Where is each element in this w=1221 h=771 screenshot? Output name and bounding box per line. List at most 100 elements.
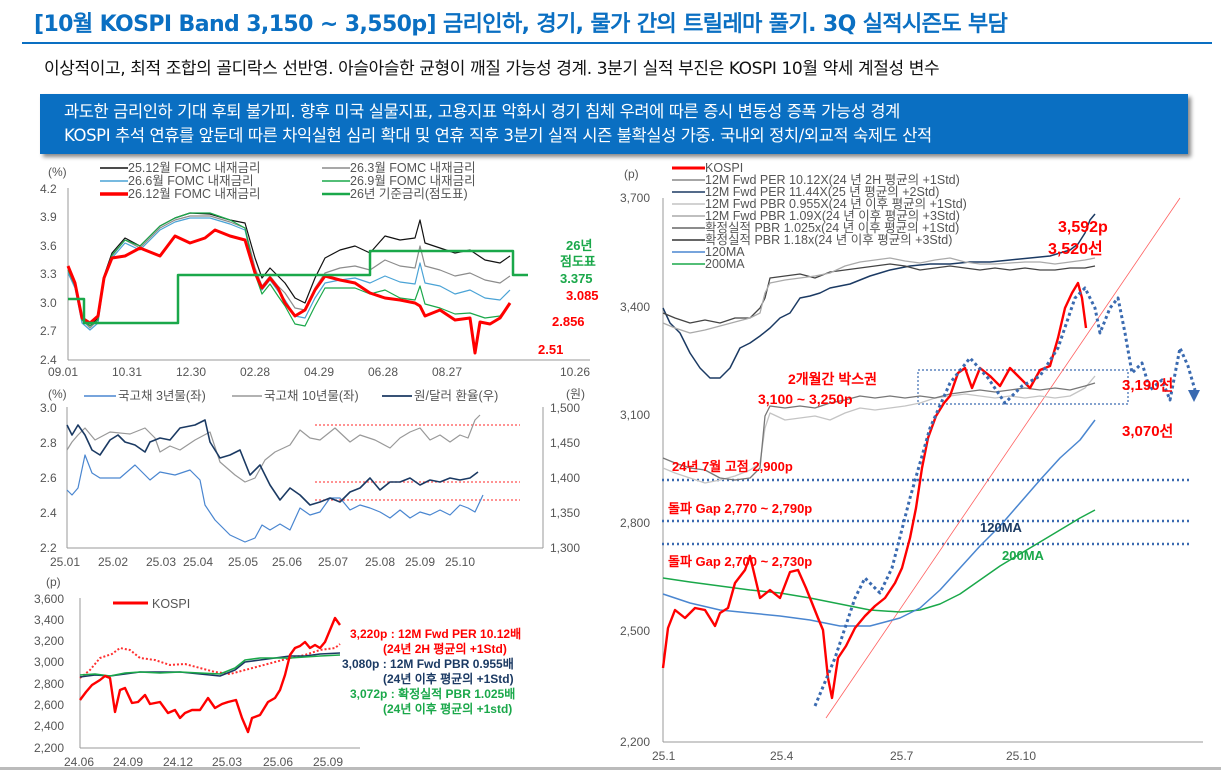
svg-text:02.28: 02.28	[240, 365, 270, 379]
svg-text:10.31: 10.31	[112, 365, 142, 379]
series-fwd-per	[79, 643, 341, 679]
legend-26-12: 26.12월 FOMC 내재금리	[128, 187, 261, 201]
title-divider	[22, 42, 1212, 44]
svg-text:3,400: 3,400	[620, 300, 650, 314]
kospi-valuation-chart: (p) KOSPI 3,600 3,400 3,200 3,000 2,800 …	[34, 575, 521, 769]
svg-text:3,072p : 확정실적 PBR 1.025배: 3,072p : 확정실적 PBR 1.025배	[350, 686, 515, 701]
bottom-divider	[0, 767, 1221, 770]
svg-text:4.2: 4.2	[40, 182, 57, 196]
svg-text:2개월간 박스권: 2개월간 박스권	[788, 371, 877, 387]
svg-text:25.04: 25.04	[183, 555, 213, 569]
svg-text:12M Fwd PBR 0.955X(24 년 이후 평균의: 12M Fwd PBR 0.955X(24 년 이후 평균의 +1Std)	[705, 197, 967, 211]
svg-text:(24년 2H 평균의 +1Std): (24년 2H 평균의 +1Std)	[383, 641, 507, 656]
svg-text:3,220p : 12M Fwd PER 10.12배: 3,220p : 12M Fwd PER 10.12배	[350, 626, 521, 641]
svg-text:3,100: 3,100	[620, 408, 650, 422]
bond-reference-lines	[315, 424, 520, 501]
svg-text:25.06: 25.06	[272, 555, 302, 569]
svg-text:120MA: 120MA	[705, 245, 745, 259]
bond-y-left: 3.0 2.8 2.6 2.4 2.2	[40, 401, 57, 555]
series-ktb-3y	[66, 454, 484, 543]
svg-text:24.06: 24.06	[64, 755, 94, 769]
legend-26-3: 26.3월 FOMC 내재금리	[350, 161, 476, 175]
valuation-x-axis: 24.06 24.09 24.12 25.03 25.06 25.09	[64, 755, 343, 769]
svg-text:25.06: 25.06	[263, 755, 293, 769]
svg-text:3,070선: 3,070선	[1122, 423, 1173, 440]
svg-text:25.08: 25.08	[365, 555, 395, 569]
svg-text:25.7: 25.7	[890, 749, 914, 763]
series-trailing-pbr	[79, 654, 341, 677]
valuation-annotations: 3,220p : 12M Fwd PER 10.12배 (24년 2H 평균의 …	[342, 626, 521, 716]
svg-text:(원): (원)	[566, 387, 585, 401]
series-kospi-big	[661, 281, 1088, 700]
series-pbr-0-955	[662, 375, 1096, 484]
svg-text:25.1: 25.1	[652, 749, 676, 763]
outlook-y-axis: 3,700 3,400 3,100 2,800 2,500 2,200	[620, 191, 650, 749]
svg-text:3,592p: 3,592p	[1058, 219, 1108, 236]
series-kospi-small	[79, 616, 341, 734]
svg-text:3.3: 3.3	[40, 267, 57, 281]
svg-text:2,800: 2,800	[34, 677, 64, 691]
summary-callout: 과도한 금리인하 기대 후퇴 불가피. 향후 미국 실물지표, 고용지표 악화시…	[40, 94, 1188, 154]
svg-text:원/달러 환율(우): 원/달러 환율(우)	[414, 389, 498, 403]
svg-text:25.01: 25.01	[50, 555, 80, 569]
svg-text:3.9: 3.9	[40, 210, 57, 224]
svg-text:24년 7월 고점 2,900p: 24년 7월 고점 2,900p	[672, 459, 793, 474]
svg-text:06.28: 06.28	[368, 365, 398, 379]
svg-text:12M Fwd PER 10.12X(24 년 2H 평균의: 12M Fwd PER 10.12X(24 년 2H 평균의 +1Std)	[705, 173, 960, 187]
fomc-y-unit: (%)	[48, 165, 67, 179]
svg-text:25.10: 25.10	[445, 555, 475, 569]
series-200ma	[662, 509, 1096, 613]
fomc-x-axis: 09.01 10.31 12.30 02.28 04.29 06.28 08.2…	[48, 359, 590, 379]
bond-x-axis: 25.01 25.02 25.03 25.04 25.05 25.06 25.0…	[50, 555, 475, 569]
svg-text:2.7: 2.7	[40, 324, 57, 338]
svg-text:국고채 3년물(좌): 국고채 3년물(좌)	[118, 389, 206, 403]
svg-text:12.30: 12.30	[176, 365, 206, 379]
svg-text:12M Fwd PER 11.44X(25 년 평균의 +2: 12M Fwd PER 11.44X(25 년 평균의 +2Std)	[705, 185, 939, 199]
series-ktb-10y	[66, 414, 481, 483]
svg-text:25.02: 25.02	[98, 555, 128, 569]
svg-text:3,700: 3,700	[620, 191, 650, 205]
svg-text:점도표: 점도표	[560, 254, 596, 269]
svg-text:1,500: 1,500	[550, 401, 580, 415]
callout-line-1: 과도한 금리인하 기대 후퇴 불가피. 향후 미국 실물지표, 고용지표 악화시…	[64, 102, 900, 121]
legend-26-6: 26.6월 FOMC 내재금리	[128, 174, 254, 188]
series-forecast-path	[813, 286, 1197, 707]
svg-text:2,200: 2,200	[620, 735, 650, 749]
series-usdkrw	[66, 419, 479, 506]
bond-series	[66, 414, 484, 543]
svg-text:(p): (p)	[624, 167, 639, 181]
page-title: [10월 KOSPI Band 3,150 ~ 3,550p] 금리인하, 경기…	[34, 12, 1008, 37]
svg-text:25.03: 25.03	[146, 555, 176, 569]
series-trailing-1-025	[662, 382, 1096, 481]
svg-text:3,100 ~ 3,250p: 3,100 ~ 3,250p	[758, 391, 853, 407]
bond-fx-chart: (%) (원) 국고채 3년물(좌) 국고채 10년물(좌) 원/달러 환율(우…	[40, 387, 585, 569]
svg-text:2.6: 2.6	[40, 471, 57, 485]
svg-text:2.4: 2.4	[40, 506, 57, 520]
svg-text:(p): (p)	[46, 575, 61, 589]
svg-text:3,600: 3,600	[34, 592, 64, 606]
trend-line	[825, 197, 1181, 719]
svg-text:2.4: 2.4	[40, 353, 57, 367]
svg-text:2.2: 2.2	[40, 541, 57, 555]
svg-text:3,200: 3,200	[34, 634, 64, 648]
outlook-reference-lines	[662, 478, 1190, 546]
page-subtitle: 이상적이고, 최적 조합의 골디락스 선반영. 아슬아슬한 균형이 깨질 가능성…	[44, 59, 940, 79]
svg-text:돌파 Gap 2,770 ~ 2,790p: 돌파 Gap 2,770 ~ 2,790p	[668, 501, 812, 516]
callout-line-2: KOSPI 추석 연휴를 앞둔데 따른 차익실현 심리 확대 및 연휴 직후 3…	[64, 126, 932, 145]
svg-text:3.375: 3.375	[560, 271, 593, 286]
series-25-12	[67, 212, 511, 327]
series-pbr-1-09	[662, 257, 1096, 334]
svg-text:25.4: 25.4	[770, 749, 794, 763]
fomc-rate-chart: (%) 25.12월 FOMC 내재금리 26.6월 FOMC 내재금리 26.…	[40, 161, 599, 379]
svg-text:1,350: 1,350	[550, 506, 580, 520]
svg-text:(24년 이후 평균의 +1std): (24년 이후 평균의 +1std)	[383, 701, 512, 716]
svg-text:2,800: 2,800	[620, 516, 650, 530]
series-26-12	[66, 228, 512, 355]
svg-text:3,000: 3,000	[34, 655, 64, 669]
svg-text:(24년 이후 평균의 +1Std): (24년 이후 평균의 +1Std)	[383, 671, 514, 686]
svg-text:3.0: 3.0	[40, 401, 57, 415]
svg-text:26년: 26년	[566, 238, 592, 253]
fomc-annotations: 26년 점도표 3.375 3.085 2.856 2.51	[538, 238, 599, 357]
svg-text:3,400: 3,400	[34, 613, 64, 627]
outlook-annotations: 3,592p 3,520선 2개월간 박스권 3,100 ~ 3,250p 3,…	[668, 219, 1173, 569]
